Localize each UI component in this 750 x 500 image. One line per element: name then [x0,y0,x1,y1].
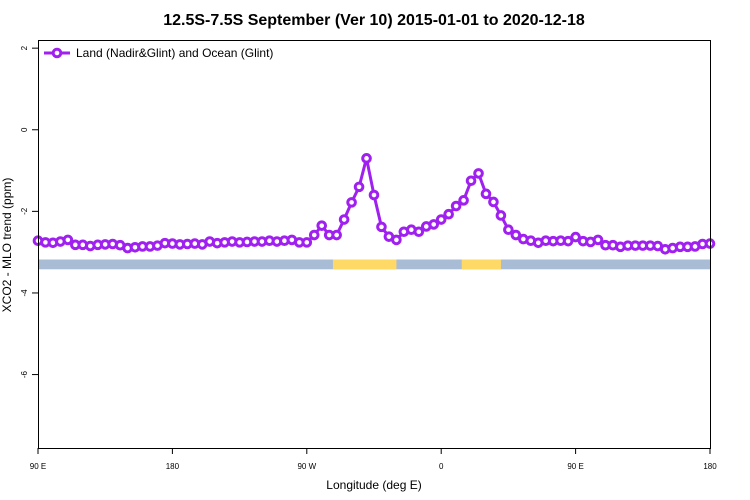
data-point [413,226,425,238]
legend-marker-swatch [51,47,63,59]
series-group [32,153,716,255]
data-point [488,196,499,208]
data-point [480,188,492,200]
data-point [376,221,387,233]
data-point [435,214,447,225]
chart-title: 12.5S-7.5S September (Ver 10) 2015-01-01… [163,12,585,29]
data-point [592,234,604,246]
data-point [391,234,402,246]
data-point [450,200,462,212]
data-point [443,208,454,220]
y-tick-label: -2 [20,207,29,215]
land-mask-segment [461,259,501,270]
x-axis-label: Longitude (deg E) [326,478,421,492]
data-point [331,229,342,241]
y-tick-label: -4 [20,289,29,297]
land-mask-segment [332,259,397,270]
legend: Land (Nadir&Glint) and Ocean (Glint) [44,46,273,60]
data-point [301,237,313,248]
data-point [473,168,484,179]
data-point [308,229,320,241]
x-axis-ticks: 90 E 180 90 W 0 90 E 180 [30,448,717,471]
data-point [570,231,581,243]
data-point [510,229,522,241]
data-point [503,224,514,236]
data-point [346,197,357,208]
x-tick-label: 90 E [567,462,583,471]
y-tick-label: 0 [20,127,29,132]
y-tick-label: -6 [20,370,29,378]
data-point [62,234,74,246]
data-point [458,195,469,206]
data-point [338,214,350,225]
data-point [428,219,440,230]
x-tick-label: 90 E [30,462,46,471]
data-point [353,181,365,193]
y-axis-ticks: 2 0 -2 -4 -6 [20,45,38,378]
plot-frame [38,40,711,449]
land-ocean-mask-bar [38,259,710,270]
data-point [465,175,477,187]
y-axis-label: XCO2 - MLO trend (ppm) [0,178,14,313]
y-tick-label: 2 [20,45,29,50]
data-point [361,153,372,164]
data-point [495,210,507,221]
legend-label: Land (Nadir&Glint) and Ocean (Glint) [76,46,273,60]
data-point [562,235,574,247]
x-tick-label: 180 [166,462,180,471]
x-tick-label: 0 [439,462,444,471]
x-tick-label: 180 [703,462,717,471]
x-tick-label: 90 W [297,462,316,471]
data-point [368,189,380,201]
data-point [316,220,328,231]
series-line [37,156,711,251]
